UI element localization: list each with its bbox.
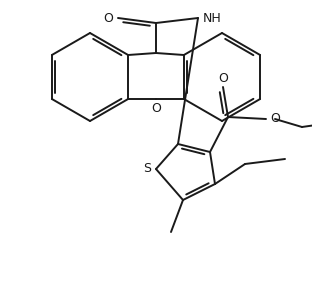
Text: O: O [270, 113, 280, 125]
Text: O: O [151, 102, 161, 115]
Text: S: S [143, 162, 151, 175]
Text: O: O [103, 11, 113, 24]
Text: O: O [218, 71, 228, 84]
Text: NH: NH [202, 11, 222, 24]
